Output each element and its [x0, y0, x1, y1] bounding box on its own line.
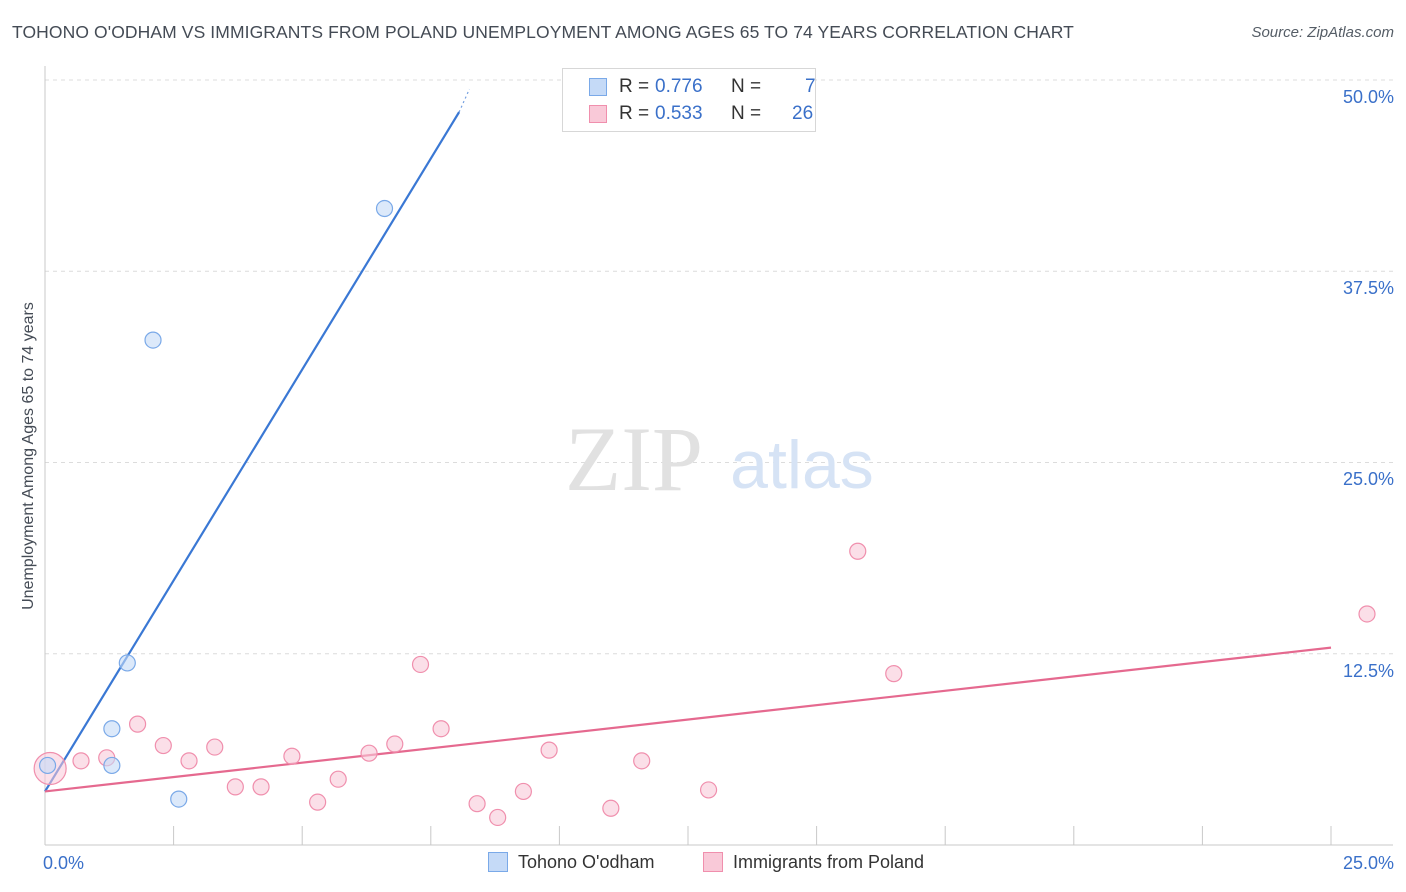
- source-label: Source: ZipAtlas.com: [1251, 24, 1394, 41]
- tohono-swatch-icon: [488, 852, 508, 872]
- poland-point: [432, 720, 450, 738]
- y-tick-label: 25.0%: [1342, 469, 1394, 489]
- poland-point: [849, 542, 867, 560]
- chart-title: TOHONO O'ODHAM VS IMMIGRANTS FROM POLAND…: [12, 22, 1074, 42]
- poland-point: [885, 665, 903, 683]
- poland-point: [206, 738, 224, 756]
- poland-point: [329, 770, 347, 788]
- poland-point: [699, 781, 718, 799]
- trend-lines: [44, 88, 1332, 793]
- watermark: ZIP atlas: [565, 408, 874, 510]
- y-tick-label: 50.0%: [1342, 87, 1394, 107]
- poland-point: [154, 736, 172, 755]
- poland-point: [1358, 605, 1376, 623]
- poland-point: [386, 735, 404, 753]
- tohono-point: [103, 720, 121, 738]
- tohono-point: [144, 331, 162, 349]
- tohono-trend-extension: [458, 88, 470, 113]
- poland-point: [309, 793, 327, 811]
- y-tick-label: 12.5%: [1342, 661, 1394, 681]
- poland-point: [128, 715, 147, 733]
- poland-point: [411, 655, 430, 674]
- poland-point: [514, 782, 532, 801]
- correlation-legend: R = 0.776 N = 7 R = 0.533 N = 26: [562, 68, 816, 132]
- poland-point: [180, 752, 198, 770]
- legend-label: Tohono O'odham: [518, 852, 655, 872]
- n-label: N =: [731, 103, 762, 124]
- y-tick-label: 37.5%: [1342, 278, 1394, 298]
- legend-label: Immigrants from Poland: [733, 852, 925, 872]
- tohono-point: [38, 756, 57, 775]
- tohono-point: [375, 199, 394, 218]
- n-value: 26: [792, 103, 814, 124]
- n-label: N =: [731, 76, 762, 97]
- poland-swatch-icon: [589, 105, 607, 123]
- watermark-atlas: atlas: [730, 427, 874, 503]
- poland-point: [633, 752, 651, 770]
- r-value: 0.533: [655, 103, 703, 124]
- x-tick-label-max: 25.0%: [1342, 853, 1394, 873]
- poland-point: [360, 744, 378, 762]
- x-tick-label-min: 0.0%: [43, 853, 85, 873]
- poland-trend-line: [44, 646, 1332, 793]
- r-label: R =: [619, 76, 650, 97]
- poland-swatch-icon: [703, 852, 723, 872]
- gridlines: [45, 79, 1393, 655]
- r-value: 0.776: [655, 76, 703, 97]
- tohono-point: [118, 654, 136, 672]
- axes: [44, 66, 1393, 846]
- n-value: 7: [805, 76, 816, 97]
- poland-point: [489, 808, 507, 827]
- poland-point: [540, 741, 558, 759]
- data-points: [33, 199, 1376, 827]
- poland-point: [283, 747, 301, 765]
- poland-point: [72, 752, 90, 770]
- poland-point: [226, 778, 244, 796]
- r-label: R =: [619, 103, 650, 124]
- tohono-trend-line: [44, 111, 461, 793]
- tohono-point: [170, 790, 188, 808]
- watermark-zip: ZIP: [565, 408, 703, 510]
- tohono-swatch-icon: [589, 78, 607, 96]
- poland-point: [602, 799, 620, 817]
- legend-item-poland: Immigrants from Poland: [703, 852, 924, 873]
- legend-item-tohono: Tohono O'odham: [488, 852, 655, 873]
- poland-point: [468, 795, 486, 813]
- poland-point: [252, 778, 270, 796]
- tohono-point: [103, 756, 121, 775]
